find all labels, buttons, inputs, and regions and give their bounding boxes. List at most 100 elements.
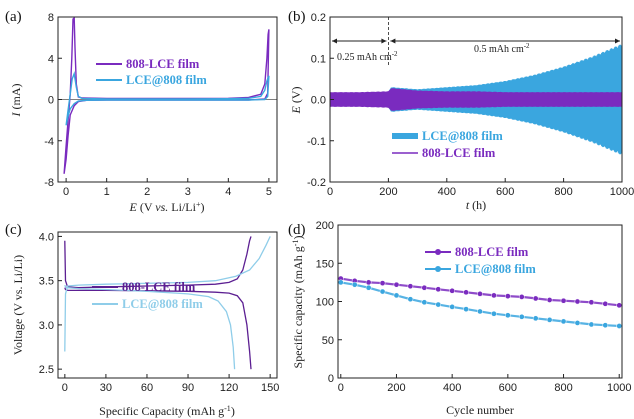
x-axis-label: Specific Capacity (mAh g-1) bbox=[99, 404, 235, 419]
label-part: t bbox=[466, 198, 470, 212]
data-point bbox=[518, 294, 525, 300]
label-part: E bbox=[289, 106, 303, 115]
data-point bbox=[504, 312, 511, 319]
arrowhead bbox=[390, 38, 396, 44]
label-part: -1 bbox=[224, 404, 231, 413]
panel-label: (c) bbox=[5, 222, 22, 238]
label-part: ) bbox=[200, 200, 204, 214]
y-axis-label: Specific capacity (mAh g-1) bbox=[291, 236, 306, 369]
x-tick-label: 1000 bbox=[610, 186, 634, 198]
x-tick-label: 800 bbox=[554, 186, 572, 198]
plot-area bbox=[64, 236, 271, 370]
data-point bbox=[546, 317, 553, 323]
data-point bbox=[518, 313, 525, 320]
y-tick-label: 0.1 bbox=[311, 53, 326, 65]
y-axis-label: E (V) bbox=[289, 86, 303, 114]
data-point bbox=[532, 315, 539, 322]
data-point bbox=[365, 279, 372, 286]
label-part: Cycle number bbox=[446, 403, 514, 417]
annotation-text: 0.25 mAh cm-2 bbox=[337, 50, 398, 63]
data-point bbox=[379, 280, 386, 286]
label-part: 0.5 mAh cm bbox=[474, 44, 524, 55]
series-charge-1 bbox=[64, 236, 271, 352]
data-point bbox=[449, 287, 456, 294]
y-tick-label: 0 bbox=[328, 373, 334, 385]
legend-label: 808-LCE film bbox=[122, 280, 196, 294]
data-point bbox=[477, 291, 483, 297]
label-part: (V) bbox=[289, 86, 303, 106]
x-tick-label: 400 bbox=[438, 186, 456, 198]
label-part: E bbox=[129, 200, 138, 214]
label-part: Li/Li bbox=[168, 200, 196, 214]
series-band-1 bbox=[330, 88, 622, 111]
plot-frame bbox=[57, 231, 278, 379]
label-part: Specific capacity (mAh g bbox=[291, 246, 305, 368]
data-point bbox=[616, 302, 622, 309]
y-axis-label: I (mA) bbox=[9, 84, 23, 118]
y-tick-label: 3.5 bbox=[39, 276, 54, 288]
panel-label: (d) bbox=[288, 222, 306, 238]
x-tick-label: 600 bbox=[496, 186, 514, 198]
series-discharge-0 bbox=[64, 287, 252, 370]
data-point bbox=[379, 288, 386, 295]
legend-marker bbox=[435, 249, 441, 255]
legend-label: LCE@808 film bbox=[122, 297, 203, 311]
legend-label: LCE@808 film bbox=[422, 129, 503, 143]
legend-label: LCE@808 film bbox=[455, 262, 536, 276]
y-tick-label: 0 bbox=[48, 95, 54, 107]
series-charge-0 bbox=[64, 236, 252, 289]
data-point bbox=[338, 279, 344, 286]
x-tick-label: 200 bbox=[379, 186, 397, 198]
legend-label: 808-LCE film bbox=[455, 245, 529, 259]
panel-c: 0 30 60 90 120 150 2.5 3.0 3.5 4.0 (c) bbox=[5, 222, 279, 394]
y-tick-label: 4.0 bbox=[39, 231, 54, 243]
x-tick-label: 3 bbox=[185, 186, 191, 198]
y-tick-label: 50 bbox=[322, 335, 334, 347]
label-part: -2 bbox=[392, 50, 398, 58]
panel-label: (a) bbox=[5, 9, 22, 25]
label-part: Specific Capacity (mAh g bbox=[99, 404, 224, 418]
y-tick-label: -4 bbox=[44, 136, 54, 148]
label-part: 0.25 mAh cm bbox=[337, 52, 392, 63]
data-point bbox=[491, 292, 497, 299]
x-tick-label: 1000 bbox=[607, 382, 631, 394]
x-axis-label: Cycle number bbox=[446, 403, 514, 417]
label-part: (h) bbox=[469, 198, 486, 212]
data-point bbox=[463, 289, 469, 296]
panel-a: 0 1 2 3 4 5 -8 -4 0 4 8 (a) bbox=[5, 9, 278, 198]
data-point bbox=[407, 296, 414, 303]
label-part: (mA) bbox=[9, 84, 23, 113]
data-point bbox=[463, 306, 469, 312]
x-tick-label: 60 bbox=[141, 382, 153, 394]
data-point bbox=[407, 283, 414, 290]
legend-marker bbox=[435, 266, 441, 272]
data-point bbox=[365, 284, 372, 291]
label-part: (V bbox=[137, 200, 155, 214]
x-tick-label: 5 bbox=[266, 186, 272, 198]
data-point bbox=[546, 297, 553, 303]
data-point bbox=[449, 304, 456, 310]
y-tick-label: 200 bbox=[316, 220, 334, 232]
x-axis-label: t (h) bbox=[466, 198, 486, 212]
label-part: vs. bbox=[155, 200, 168, 214]
series-line-1 bbox=[65, 71, 270, 126]
x-tick-label: 800 bbox=[554, 382, 572, 394]
label-part: ) bbox=[291, 236, 305, 240]
x-tick-label: 90 bbox=[182, 382, 194, 394]
label-part: + bbox=[196, 200, 201, 209]
y-tick-label: 100 bbox=[316, 297, 334, 309]
y-tick-label: 2.5 bbox=[39, 364, 54, 376]
data-point bbox=[588, 299, 595, 306]
y-tick-label: 150 bbox=[316, 258, 334, 270]
data-point bbox=[393, 292, 400, 299]
data-point bbox=[574, 320, 581, 326]
arrowhead bbox=[332, 38, 337, 44]
y-tick-label: 0.0 bbox=[311, 95, 326, 107]
arrowhead bbox=[381, 38, 387, 44]
x-axis-label: E (V vs. Li/Li+) bbox=[129, 200, 205, 215]
data-point bbox=[435, 301, 442, 308]
legend-label: 808-LCE film bbox=[422, 146, 496, 160]
x-tick-label: 2 bbox=[144, 186, 150, 198]
x-tick-label: 120 bbox=[220, 382, 238, 394]
x-tick-label: 0 bbox=[338, 382, 344, 394]
